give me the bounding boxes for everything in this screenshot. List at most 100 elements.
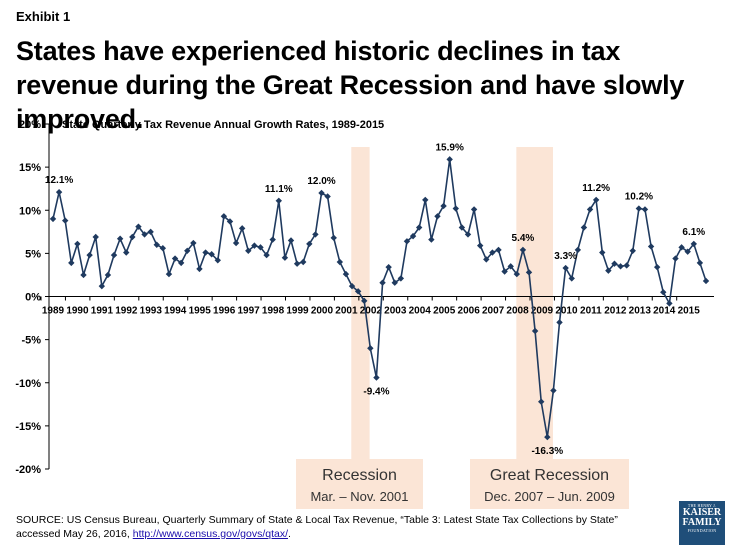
data-point: [666, 300, 673, 307]
y-tick-label: 5%: [25, 248, 41, 260]
data-point: [342, 270, 350, 278]
x-tick-label: 1998: [262, 306, 285, 317]
data-point: [129, 233, 136, 241]
data-point: [208, 251, 215, 258]
source-link[interactable]: http://www.census.gov/govs/qtax/: [132, 528, 288, 540]
x-tick-label: 1996: [213, 306, 236, 317]
source-note: SOURCE: US Census Bureau, Quarterly Summ…: [16, 513, 656, 541]
x-tick-label: 1993: [140, 306, 163, 317]
data-point: [592, 196, 600, 204]
data-point: [348, 282, 356, 290]
data-point: [519, 246, 527, 254]
data-point: [544, 433, 551, 441]
data-point: [318, 189, 325, 197]
data-point: [653, 263, 661, 271]
data-point: [354, 288, 362, 295]
data-point: [367, 345, 374, 352]
data-point: [568, 275, 575, 282]
data-point: [275, 197, 283, 204]
data-point: [68, 259, 75, 267]
data-point: [226, 218, 234, 225]
x-tick-label: 2007: [482, 306, 505, 317]
x-tick-label: 2004: [409, 306, 432, 317]
data-point: [556, 319, 563, 326]
data-point: [586, 206, 594, 213]
data-point: [623, 262, 630, 269]
data-point: [238, 225, 246, 232]
data-point: [165, 270, 173, 278]
data-point: [251, 242, 258, 249]
data-point: [312, 231, 319, 238]
data-point: [287, 237, 295, 244]
x-tick-label: 1995: [189, 306, 212, 317]
data-point: [104, 271, 112, 279]
data-point: [123, 249, 130, 256]
data-point: [550, 387, 557, 394]
data-label: 11.2%: [582, 183, 610, 194]
x-tick-label: 2009: [531, 306, 554, 317]
logo-line2: KAISER: [682, 507, 722, 518]
data-point: [135, 223, 142, 230]
x-tick-label: 2012: [604, 306, 627, 317]
data-point: [611, 260, 618, 267]
data-point: [538, 398, 545, 405]
data-point: [92, 233, 99, 241]
data-point: [599, 249, 606, 256]
data-point: [403, 238, 411, 245]
data-point: [452, 205, 459, 212]
x-tick-label: 2001: [335, 306, 358, 317]
chart-title: State Quarterly Tax Revenue Annual Growt…: [62, 119, 384, 131]
data-point: [361, 297, 368, 305]
recession-name: Great Recession: [490, 467, 609, 484]
data-point: [531, 327, 539, 335]
x-tick-label: 2010: [555, 306, 578, 317]
exhibit-label: Exhibit 1: [16, 9, 71, 24]
data-point: [489, 249, 496, 256]
data-point: [696, 259, 704, 267]
data-point: [49, 215, 57, 223]
data-point: [641, 206, 649, 213]
y-tick-label: -10%: [15, 378, 41, 390]
data-point: [507, 263, 514, 270]
chart-headline: States have experienced historic decline…: [16, 36, 685, 134]
y-tick-label: 0%: [25, 292, 41, 304]
data-point: [269, 236, 276, 243]
data-point: [86, 251, 93, 259]
data-point: [428, 236, 435, 243]
data-point: [62, 217, 69, 224]
x-tick-label: 1991: [91, 306, 114, 317]
y-tick-label: -5%: [21, 335, 41, 347]
data-point: [672, 255, 679, 262]
data-point: [330, 234, 337, 242]
data-label: 15.9%: [436, 142, 464, 153]
x-tick-label: 2005: [433, 306, 456, 317]
x-tick-label: 2008: [506, 306, 529, 317]
x-tick-label: 2006: [458, 306, 481, 317]
data-point: [580, 224, 588, 231]
data-point: [281, 254, 289, 261]
x-tick-label: 2013: [629, 306, 652, 317]
data-point: [153, 241, 160, 248]
data-point: [171, 255, 179, 262]
data-point: [300, 258, 307, 266]
data-point: [74, 240, 81, 248]
data-point: [190, 239, 197, 247]
recession-dates: Dec. 2007 – Jun. 2009: [484, 489, 615, 504]
data-point: [141, 231, 148, 238]
recession-callout-box: [470, 459, 629, 509]
recession-dates: Mar. – Nov. 2001: [310, 489, 408, 504]
y-tick-label: 10%: [19, 205, 41, 217]
data-point: [458, 224, 466, 231]
data-label: -16.3%: [531, 446, 563, 457]
data-point: [525, 269, 533, 276]
recession-shade: [516, 147, 554, 469]
data-point: [647, 243, 655, 250]
x-tick-label: 1999: [286, 306, 309, 317]
logo-line1: THE HENRY J.: [687, 503, 717, 508]
data-point: [702, 277, 710, 285]
data-point: [397, 275, 405, 282]
data-label: 10.2%: [625, 192, 653, 203]
recession-callout-box: [296, 459, 423, 509]
y-tick-label: 20%: [19, 119, 41, 131]
recession-shade: [351, 147, 370, 469]
